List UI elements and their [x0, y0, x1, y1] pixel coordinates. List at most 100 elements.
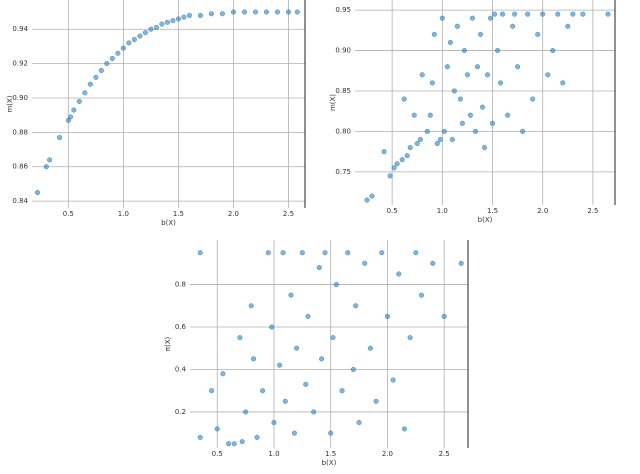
point: [252, 9, 259, 15]
point: [104, 61, 110, 67]
point: [126, 40, 132, 46]
y-tick-label: 0.4: [175, 365, 187, 373]
point: [243, 409, 249, 415]
point: [209, 388, 215, 394]
point: [417, 136, 423, 143]
point: [418, 292, 425, 298]
point: [407, 145, 413, 151]
y-tick-label: 0.86: [12, 163, 28, 171]
y-tick-label: 0.75: [335, 168, 351, 176]
point: [271, 419, 277, 426]
point: [148, 26, 154, 32]
point: [356, 419, 362, 426]
point: [461, 47, 467, 54]
point: [280, 250, 286, 256]
point: [319, 356, 325, 362]
point: [459, 120, 465, 126]
point: [328, 430, 334, 436]
y-tick-label: 0.94: [12, 25, 28, 33]
point: [226, 441, 232, 447]
x-tick-label: 2.0: [537, 207, 548, 215]
point: [71, 107, 77, 113]
point: [142, 30, 148, 36]
point: [447, 39, 453, 46]
point: [362, 260, 368, 266]
point: [47, 157, 53, 163]
point: [345, 250, 351, 256]
point: [451, 88, 457, 94]
point: [98, 67, 104, 74]
point: [481, 145, 488, 151]
point: [525, 11, 531, 17]
point: [515, 64, 521, 70]
point: [387, 173, 393, 179]
point: [67, 114, 74, 120]
point: [491, 11, 498, 17]
point: [230, 9, 236, 15]
x-tick-label: 0.5: [63, 210, 74, 218]
y-tick-label: 0.8: [175, 281, 186, 289]
point: [316, 265, 322, 271]
point: [494, 47, 501, 54]
point: [254, 434, 260, 440]
point: [93, 74, 99, 80]
x-tick-label: 1.5: [173, 210, 184, 218]
point: [137, 33, 143, 39]
point: [175, 16, 181, 22]
y-tick-label: 0.92: [12, 60, 28, 68]
point: [322, 250, 328, 256]
point: [467, 112, 473, 118]
point: [555, 11, 561, 17]
point: [449, 136, 455, 143]
point: [394, 161, 400, 167]
point: [510, 23, 516, 29]
point: [469, 15, 476, 21]
point: [305, 313, 311, 319]
x-tick-label: 2.5: [283, 210, 294, 218]
x-tick-label: 1.0: [268, 450, 279, 458]
point: [250, 356, 257, 362]
point: [197, 250, 203, 256]
point: [367, 345, 373, 351]
point: [441, 128, 447, 134]
y-tick-label: 0.84: [12, 197, 28, 205]
x-tick-label: 0.5: [387, 207, 398, 215]
point: [458, 260, 464, 266]
point: [364, 197, 370, 203]
point: [76, 98, 82, 104]
point: [390, 377, 396, 383]
point: [605, 11, 611, 17]
point: [427, 112, 433, 118]
point: [441, 313, 447, 319]
point: [500, 11, 506, 17]
point: [131, 36, 137, 43]
point: [434, 140, 440, 147]
point: [237, 335, 243, 341]
point: [241, 9, 248, 15]
point: [498, 80, 504, 86]
point: [419, 72, 425, 78]
point: [231, 441, 237, 447]
x-tick-label: 1.5: [487, 207, 498, 215]
point: [294, 9, 300, 15]
point: [219, 11, 225, 17]
point: [505, 112, 511, 118]
point: [186, 12, 192, 19]
x-axis-label: b(X): [322, 459, 337, 467]
point: [43, 164, 49, 170]
point: [82, 90, 88, 96]
point: [464, 72, 470, 78]
point: [487, 15, 494, 21]
point: [208, 11, 214, 17]
point: [396, 271, 402, 277]
point: [339, 388, 345, 394]
x-tick-label: 2.5: [587, 207, 598, 215]
y-tick-label: 0.6: [175, 323, 187, 331]
point: [401, 96, 407, 102]
x-tick-label: 1.0: [437, 207, 448, 215]
point: [269, 324, 275, 330]
point: [457, 96, 463, 102]
point: [565, 23, 571, 29]
point: [369, 193, 375, 199]
point: [56, 134, 63, 141]
